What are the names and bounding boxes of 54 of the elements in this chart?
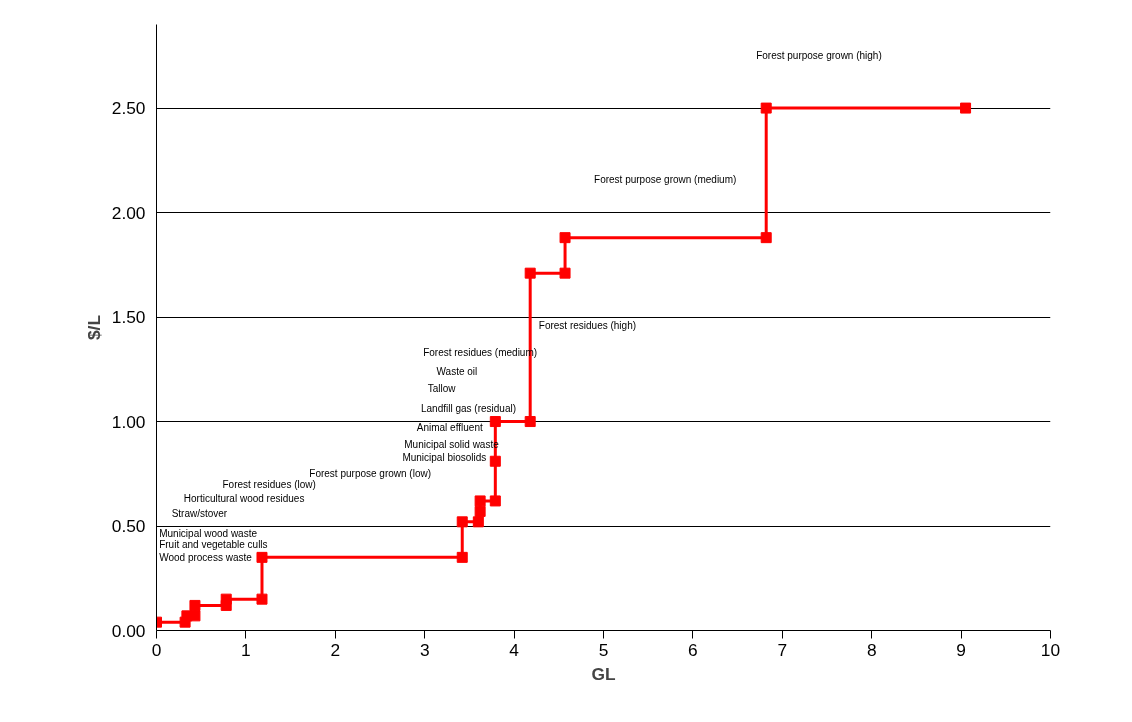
point — [256, 593, 268, 605]
annotation: Municipal biosolids — [402, 451, 487, 463]
point — [489, 495, 501, 507]
point — [474, 495, 486, 507]
y-tick-label: 0.00 — [111, 620, 146, 641]
y-tick-label: 2.50 — [111, 98, 146, 119]
annotation: Forest purpose grown (low) — [309, 468, 432, 480]
annotation: Waste oil — [436, 365, 478, 377]
x-tick-label: 5 — [598, 639, 609, 660]
annotation: Forest residues (high) — [538, 319, 637, 331]
annotation: Horticultural wood residues — [183, 493, 305, 505]
annotation: Forest residues (low) — [222, 478, 316, 490]
point — [760, 232, 772, 244]
annotation: Forest purpose grown (medium) — [594, 173, 737, 185]
point — [559, 232, 571, 244]
point — [524, 267, 536, 279]
point — [189, 610, 201, 622]
x-tick-label: 3 — [419, 639, 430, 660]
x-tick-label: 6 — [688, 639, 698, 660]
point — [474, 505, 486, 517]
x-tick-label: 1 — [241, 639, 251, 660]
y-tick-label: 1.50 — [111, 307, 146, 328]
annotation: Wood process waste — [159, 551, 253, 563]
point — [472, 516, 484, 528]
annotation: Animal effluent — [416, 422, 483, 434]
x-tick-label: 2 — [330, 639, 341, 660]
y-tick-label: 2.00 — [111, 202, 146, 223]
x-axis-title: GL — [591, 663, 616, 684]
y-tick-label: 1.00 — [111, 411, 146, 432]
point — [489, 416, 501, 428]
annotation: Fruit and vegetable culls — [159, 539, 268, 551]
point — [489, 455, 501, 467]
point — [256, 551, 268, 563]
point — [760, 102, 772, 114]
y-axis-title: $/L — [83, 314, 104, 341]
x-tick-label: 4 — [509, 639, 520, 660]
point — [456, 551, 468, 563]
point — [456, 516, 468, 528]
point — [189, 599, 201, 611]
point — [220, 593, 232, 605]
annotation: Forest purpose grown (high) — [756, 50, 882, 62]
x-tick-label: 7 — [777, 639, 788, 660]
y-tick-label: 0.50 — [111, 516, 146, 537]
annotation: Straw/stover — [171, 507, 228, 519]
annotation: Municipal wood waste — [159, 527, 258, 539]
annotation: Tallow — [427, 382, 457, 394]
x-tick-label: 10 — [1040, 639, 1061, 660]
point — [960, 102, 972, 114]
point — [524, 416, 536, 428]
annotation: Landfill gas (residual) — [420, 403, 517, 415]
x-tick-label: 8 — [866, 639, 877, 660]
x-tick-label: 0 — [151, 639, 162, 660]
point — [559, 267, 571, 279]
x-tick-label: 9 — [956, 639, 966, 660]
